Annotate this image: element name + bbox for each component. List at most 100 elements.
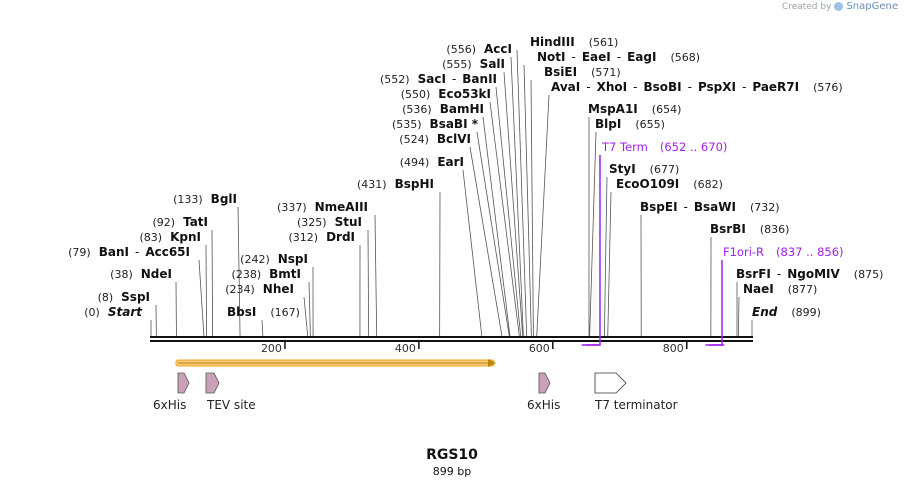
site-label-acci[interactable]: (556) AccI: [446, 42, 512, 56]
leader-noti: [523, 64, 532, 337]
feature-arrow-6xhis-1[interactable]: [177, 372, 190, 394]
enzyme-name-sspi: SspI: [121, 290, 150, 304]
primer-label-f1ori-r[interactable]: F1ori-R (837 .. 856): [723, 245, 844, 259]
feature-label-6xhis-3: 6xHis: [527, 398, 560, 412]
plasmid-title-block: RGS10 899 bp: [0, 447, 904, 478]
site-label-bsrfi[interactable]: BsrFI - NgoMIV (875): [736, 267, 883, 281]
site-position: (234): [225, 283, 255, 296]
site-separator: -: [633, 80, 637, 94]
leader-styi: [603, 176, 608, 337]
enzyme-name-ngomiv: NgoMIV: [787, 267, 840, 281]
enzyme-name-nspi: NspI: [278, 252, 308, 266]
site-separator: -: [777, 267, 781, 281]
enzyme-name-bsphi: BspHI: [395, 177, 434, 191]
site-label-bsphi[interactable]: (431) BspHI: [357, 177, 434, 191]
enzyme-name-hindiii: HindIII: [530, 35, 575, 49]
site-label-kpni[interactable]: (83) KpnI: [140, 230, 202, 244]
site-label-bbsi[interactable]: BbsI (167): [227, 305, 300, 319]
site-label-bsabi[interactable]: (535) BsaBI *: [392, 117, 479, 131]
site-leader-lines: [150, 49, 753, 337]
enzyme-name-bamhi: BamHI: [440, 102, 484, 116]
site-label-drdi[interactable]: (312) DrdI: [288, 230, 355, 244]
axis-tick-label-200: 200: [261, 342, 282, 355]
site-label-sali[interactable]: (555) SalI: [442, 57, 505, 71]
site-label-stui[interactable]: (325) StuI: [297, 215, 362, 229]
leader-bclvi: [469, 146, 503, 337]
enzyme-name-bspei: BspEI: [640, 200, 678, 214]
enzyme-name-paer7i: PaeR7I: [752, 80, 799, 94]
site-separator: -: [452, 72, 456, 86]
leader-bmti: [308, 281, 311, 337]
site-position: (732): [750, 201, 780, 214]
site-label-eco53ki[interactable]: (550) Eco53kI: [401, 87, 491, 101]
site-label-bsiei[interactable]: BsiEI (571): [544, 65, 621, 79]
enzyme-name-bgli: BglI: [211, 192, 237, 206]
site-label-saci[interactable]: (552) SacI - BanII: [380, 72, 497, 86]
site-label-hindiii[interactable]: HindIII (561): [530, 35, 618, 49]
leader-eari: [462, 169, 483, 337]
enzyme-name-banii: BanII: [462, 72, 497, 86]
enzyme-name-acci: AccI: [484, 42, 512, 56]
enzyme-name-naei: NaeI: [743, 282, 774, 296]
site-label-bclvi[interactable]: (524) BclVI: [399, 132, 471, 146]
leader-bsiei: [530, 79, 534, 337]
site-separator: -: [135, 245, 139, 259]
primer-label-t7-term[interactable]: T7 Term (652 .. 670): [601, 140, 727, 154]
site-label-ndei[interactable]: (38) NdeI: [110, 267, 172, 281]
site-label-start[interactable]: (0) Start: [84, 305, 143, 319]
enzyme-name-ndei: NdeI: [141, 267, 172, 281]
site-label-nhei[interactable]: (234) NheI: [225, 282, 294, 296]
enzyme-name-bsabi: BsaBI *: [430, 117, 479, 131]
site-label-bgli[interactable]: (133) BglI: [173, 192, 237, 206]
feature-arrow-6xhis-3[interactable]: [538, 372, 551, 394]
site-label-bsrbi[interactable]: BsrBI (836): [710, 222, 789, 236]
leader-bamhi: [482, 116, 511, 337]
enzyme-name-kpni: KpnI: [170, 230, 201, 244]
site-label-noti[interactable]: NotI - EaeI - EagI (568): [537, 50, 700, 64]
primer-arrow-t7-term: [585, 155, 601, 346]
site-position: (550): [401, 88, 431, 101]
site-position: (79): [68, 246, 91, 259]
enzyme-name-eagi: EagI: [627, 50, 656, 64]
site-label-nmeaiii[interactable]: (337) NmeAIII: [277, 200, 368, 214]
site-position: (431): [357, 178, 387, 191]
enzyme-name-mspa1i: MspA1I: [588, 102, 638, 116]
leader-tati: [211, 229, 214, 337]
primer-range: (652 .. 670): [660, 140, 728, 154]
enzyme-name-drdi: DrdI: [326, 230, 355, 244]
enzyme-name-avai: AvaI: [551, 80, 580, 94]
site-position: (571): [591, 66, 621, 79]
dna-backbone: 200 400 600 800: [150, 336, 753, 355]
site-label-bani[interactable]: (79) BanI - Acc65I: [68, 245, 190, 259]
site-separator: -: [688, 80, 692, 94]
enzyme-name-bsobi: BsoBI: [643, 80, 681, 94]
site-label-blpi[interactable]: BlpI (655): [595, 117, 665, 131]
site-label-end[interactable]: End (899): [752, 305, 821, 319]
enzyme-name-bani: BanI: [99, 245, 129, 259]
site-label-ecoo109i[interactable]: EcoO109I (682): [616, 177, 723, 191]
enzyme-name-bsiei: BsiEI: [544, 65, 577, 79]
leader-blpi: [589, 131, 597, 337]
site-label-mspa1i[interactable]: MspA1I (654): [588, 102, 681, 116]
site-position: (682): [693, 178, 723, 191]
site-label-bmti[interactable]: (238) BmtI: [232, 267, 301, 281]
site-position: (536): [402, 103, 432, 116]
site-label-nspi[interactable]: (242) NspI: [240, 252, 308, 266]
site-label-bspei[interactable]: BspEI - BsaWI (732): [640, 200, 780, 214]
site-label-sspi[interactable]: (8) SspI: [98, 290, 150, 304]
primer-name: T7 Term: [601, 140, 648, 154]
site-label-naei[interactable]: NaeI (877): [743, 282, 817, 296]
site-label-styi[interactable]: StyI (677): [609, 162, 679, 176]
leader-kpni: [205, 244, 207, 337]
site-label-bamhi[interactable]: (536) BamHI: [402, 102, 484, 116]
site-label-eari[interactable]: (494) EarI: [400, 155, 464, 169]
feature-arrow-t7-terminator-4[interactable]: [594, 372, 627, 394]
enzyme-name-bbsi: BbsI: [227, 305, 256, 319]
leader-stui: [367, 229, 370, 337]
leader-nmeaiii: [374, 214, 378, 337]
site-label-avai[interactable]: AvaI - XhoI - BsoBI - PspXI - PaeR7I (576): [551, 80, 843, 94]
primer-name: F1ori-R: [723, 245, 764, 259]
feature-label-tev-site-2: TEV site: [206, 398, 256, 412]
feature-arrow-tev-site-2[interactable]: [205, 372, 220, 394]
site-label-tati[interactable]: (92) TatI: [152, 215, 208, 229]
